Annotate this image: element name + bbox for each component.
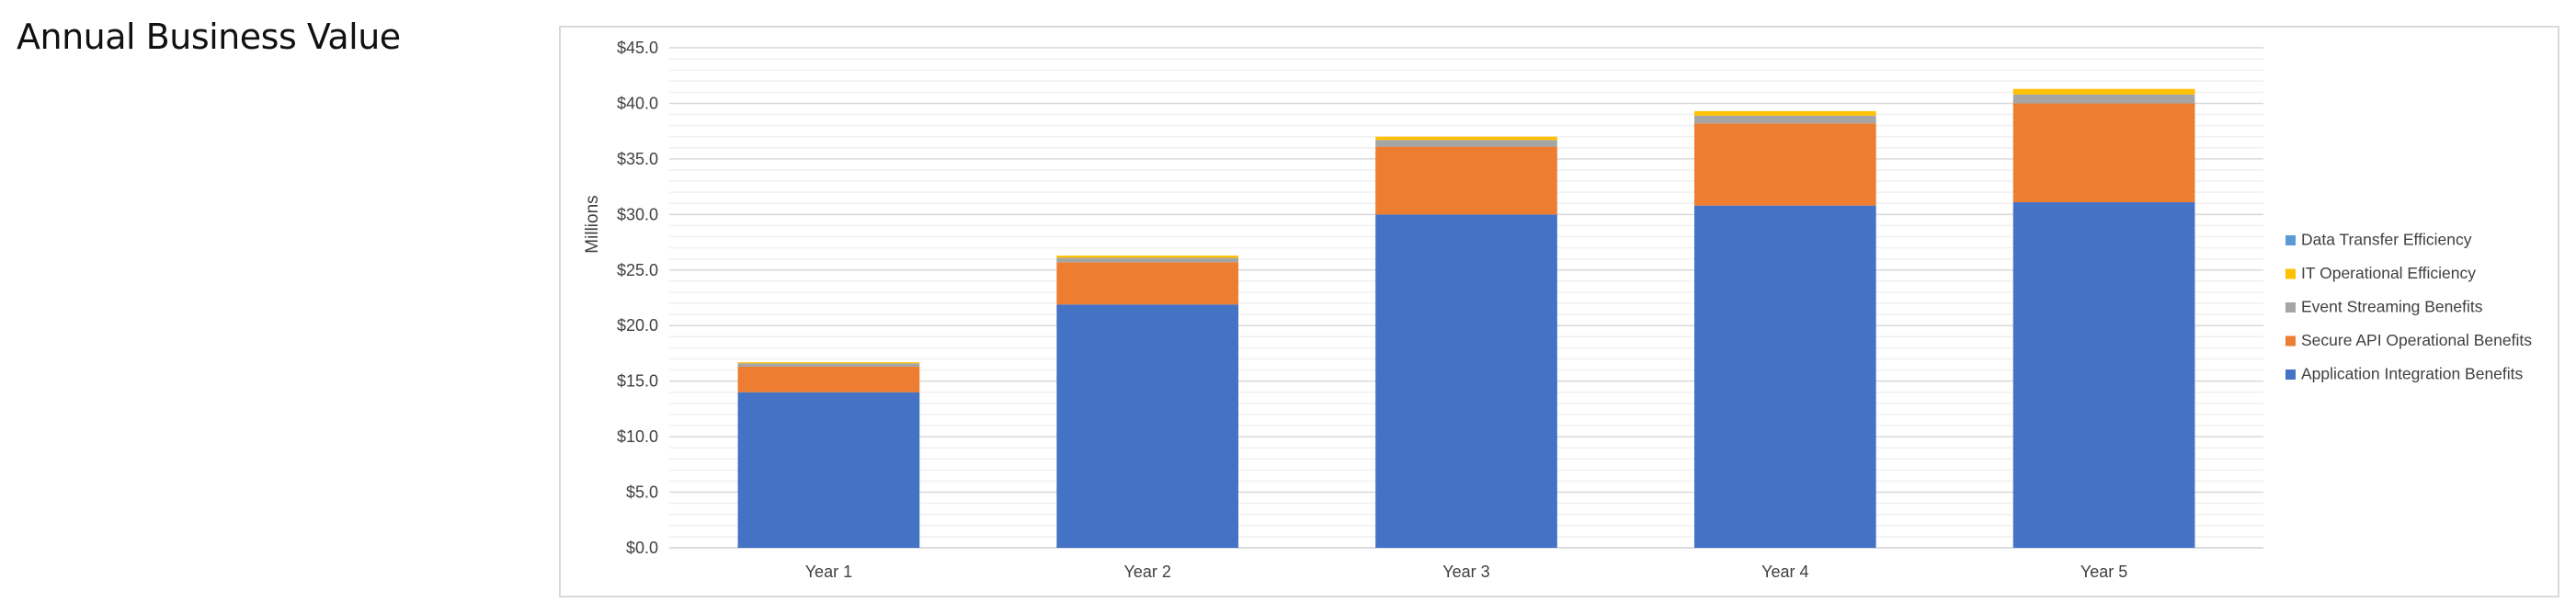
- bar-segment: [737, 392, 920, 548]
- bar-segment: [1693, 115, 1876, 124]
- bar-segment: [2012, 103, 2195, 203]
- bar-segment: [737, 366, 920, 392]
- chart-container: $0.0 $5.0 $10.0 $15.0 $20.0 $25.0 $30.0 $35.0 $4…: [559, 26, 2559, 597]
- y-tick-label: $0.0: [626, 539, 658, 557]
- legend-swatch: [2285, 235, 2296, 245]
- y-tick-label: $30.0: [617, 205, 658, 223]
- bar-segment: [2012, 88, 2195, 95]
- legend-label: Secure API Operational Benefits: [2301, 331, 2532, 349]
- legend-swatch: [2285, 335, 2296, 347]
- y-tick-label: $25.0: [617, 261, 658, 279]
- x-axis: Year 1 Year 2 Year 3 Year 4 Year 5: [805, 563, 2128, 581]
- legend-swatch: [2285, 302, 2296, 313]
- x-tick-label: Year 1: [805, 563, 852, 581]
- y-tick-label: $45.0: [617, 39, 658, 57]
- y-tick-label: $20.0: [617, 316, 658, 335]
- bar-segment: [2012, 202, 2195, 548]
- y-axis-title: Millions: [583, 195, 602, 253]
- bar-segment: [2012, 94, 2195, 104]
- bar-segment: [737, 363, 920, 367]
- bar-segment: [1693, 110, 1876, 116]
- bar-segment: [1056, 257, 1239, 263]
- legend-label: Data Transfer Efficiency: [2301, 231, 2472, 249]
- x-tick-label: Year 2: [1124, 563, 1171, 581]
- y-tick-label: $40.0: [617, 94, 658, 112]
- legend-label: Application Integration Benefits: [2301, 365, 2524, 383]
- legend-label: IT Operational Efficiency: [2301, 264, 2476, 282]
- bar-segment: [1375, 136, 1557, 141]
- page-title: Annual Business Value: [17, 17, 401, 57]
- bar-segment: [1375, 146, 1557, 215]
- y-tick-label: $35.0: [617, 150, 658, 168]
- bar-segment: [1056, 262, 1239, 305]
- bar-segment: [1056, 256, 1239, 258]
- bar-segment: [1375, 214, 1557, 549]
- bars: [737, 88, 2195, 549]
- x-tick-label: Year 3: [1442, 563, 1489, 581]
- legend-swatch: [2285, 370, 2296, 380]
- x-tick-label: Year 4: [1761, 563, 1808, 581]
- x-tick-label: Year 5: [2080, 563, 2127, 581]
- bar-segment: [737, 362, 920, 364]
- bar-segment: [1375, 140, 1557, 147]
- y-tick-label: $10.0: [617, 427, 658, 446]
- y-tick-label: $15.0: [617, 372, 658, 391]
- legend: Data Transfer Efficiency IT Operational E…: [2285, 231, 2532, 383]
- legend-swatch: [2285, 268, 2296, 279]
- legend-label: Event Streaming Benefits: [2301, 298, 2483, 316]
- y-tick-label: $5.0: [626, 483, 658, 502]
- y-axis: $0.0 $5.0 $10.0 $15.0 $20.0 $25.0 $30.0 $35.0 $4…: [617, 39, 658, 557]
- bar-segment: [1056, 304, 1239, 548]
- bar-segment: [1693, 205, 1876, 548]
- stacked-bar-chart: $0.0 $5.0 $10.0 $15.0 $20.0 $25.0 $30.0 $35.0 $4…: [583, 39, 2532, 581]
- bar-segment: [1693, 123, 1876, 206]
